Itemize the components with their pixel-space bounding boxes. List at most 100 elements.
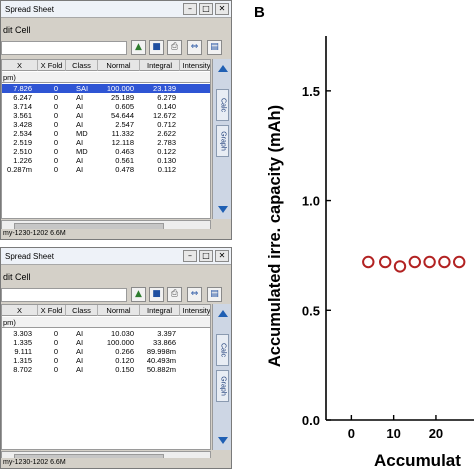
maximize-button[interactable]: □ [199, 3, 213, 15]
cell-integral[interactable]: 0.712 [157, 120, 176, 129]
cell-cls[interactable]: AI [76, 329, 84, 338]
cell-x[interactable]: 2.510 [13, 147, 32, 156]
cell-x[interactable]: 3.561 [13, 111, 32, 120]
cell-normal[interactable]: 10.030 [111, 329, 134, 338]
cell-cls[interactable]: SAI [76, 84, 89, 93]
cell-integral[interactable]: 0.122 [157, 147, 176, 156]
scroll-up-icon[interactable] [218, 65, 228, 72]
cell-integral[interactable]: 33.866 [153, 338, 176, 347]
minimize-button[interactable]: – [183, 3, 197, 15]
print-icon[interactable]: ⎙ [167, 287, 182, 302]
cell-x[interactable]: 7.826 [13, 84, 32, 93]
table-row[interactable]: 7.826 0 SAI 100.000 23.139 [2, 84, 210, 93]
cell-normal[interactable]: 2.547 [115, 120, 134, 129]
cell-fold[interactable]: 0 [53, 356, 58, 365]
table-row[interactable]: 3.714 0 AI 0.605 0.140 [2, 102, 210, 111]
close-button[interactable]: ✕ [215, 3, 229, 15]
cell-fold[interactable]: 0 [53, 165, 58, 174]
cell-integral[interactable]: 12.672 [153, 111, 176, 120]
cell-cls[interactable]: AI [76, 338, 84, 347]
export-icon[interactable]: ⇔ [187, 40, 202, 55]
table-row[interactable]: 1.226 0 AI 0.561 0.130 [2, 156, 210, 165]
cell-fold[interactable]: 0 [53, 338, 58, 347]
scroll-up-icon[interactable] [218, 310, 228, 317]
cell-x[interactable]: 8.702 [13, 365, 32, 374]
column-header[interactable]: X [2, 305, 38, 316]
cell-integral[interactable]: 2.783 [157, 138, 176, 147]
table-row[interactable]: 3.303 0 AI 10.030 3.397 [2, 329, 210, 338]
cell-normal[interactable]: 0.561 [115, 156, 134, 165]
cell-normal[interactable]: 0.120 [115, 356, 134, 365]
column-header[interactable]: X Fold [38, 60, 66, 71]
cell-integral[interactable]: 0.130 [157, 156, 176, 165]
cell-fold[interactable]: 0 [53, 329, 58, 338]
column-header[interactable]: Class [66, 305, 98, 316]
cell-integral[interactable]: 3.397 [157, 329, 176, 338]
cell-x[interactable]: 2.534 [13, 129, 32, 138]
print-icon[interactable]: ⎙ [167, 40, 182, 55]
cell-normal[interactable]: 0.478 [115, 165, 134, 174]
cell-normal[interactable]: 0.150 [115, 365, 134, 374]
cell-integral[interactable]: 50.882m [146, 365, 176, 374]
cell-integral[interactable]: 0.140 [157, 102, 176, 111]
cell-x[interactable]: 3.714 [13, 102, 32, 111]
cell-cls[interactable]: AI [76, 138, 84, 147]
cell-normal[interactable]: 0.605 [115, 102, 134, 111]
edit-cell-input[interactable] [1, 288, 127, 302]
cell-integral[interactable]: 2.622 [157, 129, 176, 138]
minimize-button[interactable]: – [183, 250, 197, 262]
cell-cls[interactable]: AI [76, 102, 84, 111]
cell-cls[interactable]: AI [76, 111, 84, 120]
cell-fold[interactable]: 0 [53, 347, 58, 356]
cell-normal[interactable]: 0.463 [115, 147, 134, 156]
settings-icon[interactable]: ▤ [207, 287, 222, 302]
column-header[interactable]: Normal [98, 305, 140, 316]
cell-fold[interactable]: 0 [53, 129, 58, 138]
cell-fold[interactable]: 0 [53, 111, 58, 120]
settings-icon[interactable]: ▤ [207, 40, 222, 55]
cell-x[interactable]: 1.226 [13, 156, 32, 165]
graph-tab[interactable]: Graph [216, 370, 229, 402]
cell-cls[interactable]: AI [76, 93, 84, 102]
cell-fold[interactable]: 0 [53, 120, 58, 129]
column-header[interactable]: Intensity [180, 60, 210, 71]
table-row[interactable]: 9.111 0 AI 0.266 89.998m [2, 347, 210, 356]
cell-integral[interactable]: 40.493m [146, 356, 176, 365]
cell-integral[interactable]: 89.998m [146, 347, 176, 356]
maximize-button[interactable]: □ [199, 250, 213, 262]
cell-fold[interactable]: 0 [53, 102, 58, 111]
chart-tool-icon[interactable]: ▲ [131, 40, 146, 55]
cell-x[interactable]: 1.315 [13, 356, 32, 365]
cell-cls[interactable]: AI [76, 347, 84, 356]
cell-cls[interactable]: AI [76, 356, 84, 365]
table-row[interactable]: 6.247 0 AI 25.189 6.279 [2, 93, 210, 102]
cell-fold[interactable]: 0 [53, 93, 58, 102]
table-row[interactable]: 2.534 0 MD 11.332 2.622 [2, 129, 210, 138]
cell-integral[interactable]: 0.112 [157, 165, 176, 174]
table-row[interactable]: 1.315 0 AI 0.120 40.493m [2, 356, 210, 365]
table-row[interactable]: 1.335 0 AI 100.000 33.866 [2, 338, 210, 347]
column-header[interactable]: Class [66, 60, 98, 71]
table-row[interactable]: 3.561 0 AI 54.644 12.672 [2, 111, 210, 120]
cell-x[interactable]: 9.111 [14, 347, 32, 356]
cell-cls[interactable]: MD [76, 129, 88, 138]
cell-x[interactable]: 0.287m [6, 165, 32, 174]
cell-cls[interactable]: AI [76, 120, 84, 129]
cell-cls[interactable]: AI [76, 165, 84, 174]
cell-normal[interactable]: 54.644 [111, 111, 134, 120]
edit-cell-input[interactable] [1, 41, 127, 55]
cell-normal[interactable]: 100.000 [106, 84, 134, 93]
cell-cls[interactable]: MD [76, 147, 88, 156]
scroll-down-icon[interactable] [218, 206, 228, 213]
cell-normal[interactable]: 12.118 [111, 138, 134, 147]
column-header[interactable]: Intensity [180, 305, 210, 316]
table-row[interactable]: 2.510 0 MD 0.463 0.122 [2, 147, 210, 156]
cell-x[interactable]: 1.335 [13, 338, 32, 347]
export-icon[interactable]: ⇔ [187, 287, 202, 302]
save-icon[interactable]: ■ [149, 287, 164, 302]
cell-integral[interactable]: 23.139 [153, 84, 176, 93]
window-titlebar[interactable]: Spread Sheet – □ ✕ [1, 248, 231, 265]
cell-fold[interactable]: 0 [53, 138, 58, 147]
window-titlebar[interactable]: Spread Sheet – □ ✕ [1, 1, 231, 18]
